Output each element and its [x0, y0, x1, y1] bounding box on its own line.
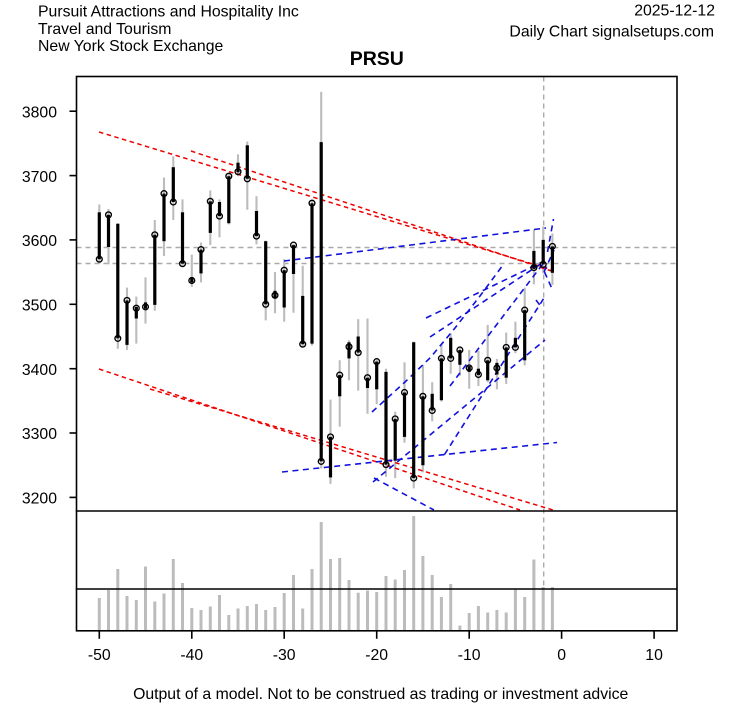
svg-text:-50: -50	[88, 647, 111, 664]
svg-text:-10: -10	[458, 647, 481, 664]
svg-text:Travel and Tourism: Travel and Tourism	[38, 21, 171, 38]
svg-text:3400: 3400	[22, 362, 57, 379]
svg-text:3600: 3600	[22, 233, 57, 250]
svg-text:Output of a model. Not to be c: Output of a model. Not to be construed a…	[133, 686, 628, 703]
svg-text:-40: -40	[180, 647, 203, 664]
svg-text:3700: 3700	[22, 169, 57, 186]
svg-text:0: 0	[557, 647, 566, 664]
svg-text:3500: 3500	[22, 298, 57, 315]
svg-text:-30: -30	[273, 647, 296, 664]
svg-text:3300: 3300	[22, 426, 57, 443]
svg-text:PRSU: PRSU	[350, 48, 404, 70]
svg-text:New York Stock Exchange: New York Stock Exchange	[38, 38, 223, 55]
svg-text:3200: 3200	[22, 491, 57, 508]
svg-text:-20: -20	[365, 647, 388, 664]
svg-text:10: 10	[645, 647, 663, 664]
svg-text:3800: 3800	[22, 104, 57, 121]
svg-text:2025-12-12: 2025-12-12	[634, 3, 715, 20]
svg-text:Pursuit Attractions and Hospit: Pursuit Attractions and Hospitality Inc	[38, 4, 299, 21]
svg-text:Daily Chart signalsetups.com: Daily Chart signalsetups.com	[509, 23, 714, 40]
